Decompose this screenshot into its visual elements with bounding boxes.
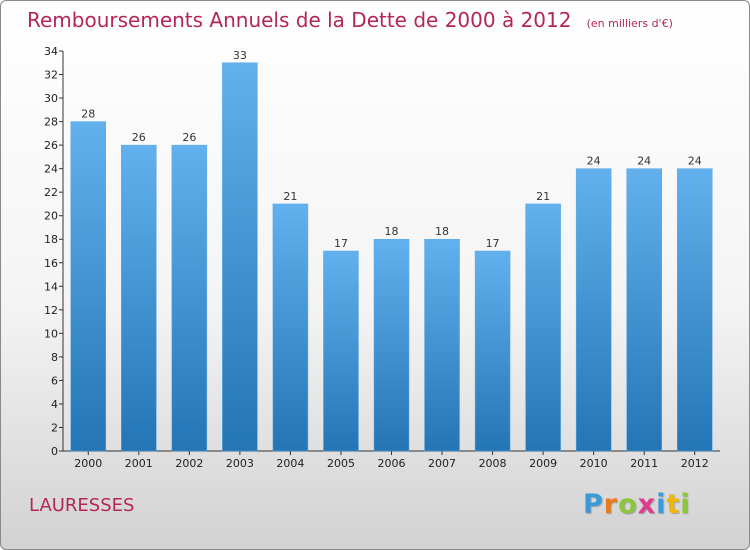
logo-letter: r xyxy=(603,489,619,520)
y-tick-label: 2 xyxy=(51,421,58,434)
value-label-2002: 26 xyxy=(182,131,196,144)
unit-note: (en milliers d'€) xyxy=(586,17,673,30)
value-label-2005: 17 xyxy=(334,237,348,250)
value-label-2003: 33 xyxy=(233,49,247,62)
x-tick-label-2006: 2006 xyxy=(378,457,406,470)
chart-title-block: Remboursements Annuels de la Dette de 20… xyxy=(27,8,673,32)
bar-2002 xyxy=(171,144,208,452)
y-tick-label: 18 xyxy=(44,233,58,246)
logo-letter: i xyxy=(680,489,691,520)
data-labels: 28 26 26 33 21 17 18 18 17 21 24 24 24 xyxy=(81,49,701,250)
y-tick-label: 14 xyxy=(44,280,58,293)
value-label-2004: 21 xyxy=(283,190,297,203)
x-tick-label-2008: 2008 xyxy=(479,457,507,470)
y-tick-label: 12 xyxy=(44,304,58,317)
bar-2004 xyxy=(272,203,309,452)
y-tick-label: 8 xyxy=(51,351,58,364)
x-tick-label-2007: 2007 xyxy=(428,457,456,470)
chart-title: Remboursements Annuels de la Dette de 20… xyxy=(27,8,572,32)
bar-2009 xyxy=(525,203,561,452)
x-tick-label-2002: 2002 xyxy=(175,457,203,470)
proxiti-logo: Proxiti xyxy=(583,489,691,520)
value-label-2012: 24 xyxy=(688,155,702,168)
y-tick-label: 34 xyxy=(44,45,58,58)
x-tick-label-2003: 2003 xyxy=(226,457,254,470)
x-tick-label-2009: 2009 xyxy=(529,457,557,470)
bar-2005 xyxy=(323,250,359,452)
value-label-2007: 18 xyxy=(435,225,449,238)
y-tick-label: 20 xyxy=(44,210,58,223)
bar-2011 xyxy=(626,168,662,452)
y-tick-label: 4 xyxy=(51,398,58,411)
value-label-2006: 18 xyxy=(385,225,399,238)
x-tick-label-2012: 2012 xyxy=(681,457,709,470)
logo-letter: i xyxy=(656,489,667,520)
bar-2001 xyxy=(121,144,157,452)
x-tick-label-2010: 2010 xyxy=(580,457,608,470)
bar-2003 xyxy=(222,62,258,452)
x-tick-label-2000: 2000 xyxy=(74,457,102,470)
bars xyxy=(70,62,713,452)
x-axis: 2000 2001 2002 2003 2004 2005 2006 2007 2008 2009… xyxy=(63,450,720,470)
commune-name: LAURESSES xyxy=(29,495,135,516)
y-tick-label: 10 xyxy=(44,327,58,340)
logo-letter: P xyxy=(583,489,604,520)
value-label-2001: 26 xyxy=(132,131,146,144)
value-label-2010: 24 xyxy=(587,155,601,168)
y-tick-label: 0 xyxy=(51,445,58,458)
x-tick-label-2001: 2001 xyxy=(125,457,153,470)
x-tick-label-2005: 2005 xyxy=(327,457,355,470)
y-tick-label: 28 xyxy=(44,116,58,129)
logo-letter: o xyxy=(618,489,638,520)
x-tick-label-2004: 2004 xyxy=(276,457,304,470)
bar-2006 xyxy=(373,238,410,452)
logo-letter: t xyxy=(666,489,681,520)
bar-2012 xyxy=(676,168,713,452)
y-tick-label: 16 xyxy=(44,257,58,270)
y-tick-label: 6 xyxy=(51,374,58,387)
value-label-2009: 21 xyxy=(536,190,550,203)
value-label-2011: 24 xyxy=(637,155,651,168)
bar-2000 xyxy=(70,121,107,452)
logo-letter: x xyxy=(637,489,657,520)
y-tick-label: 26 xyxy=(44,139,58,152)
bar-2007 xyxy=(424,238,460,452)
value-label-2000: 28 xyxy=(81,108,95,121)
y-tick-label: 30 xyxy=(44,92,58,105)
y-tick-label: 32 xyxy=(44,69,58,82)
y-tick-label: 22 xyxy=(44,186,58,199)
y-tick-label: 24 xyxy=(44,163,58,176)
bar-2008 xyxy=(474,250,511,452)
bar-2010 xyxy=(575,168,612,452)
value-label-2008: 17 xyxy=(486,237,500,250)
x-tick-label-2011: 2011 xyxy=(630,457,658,470)
